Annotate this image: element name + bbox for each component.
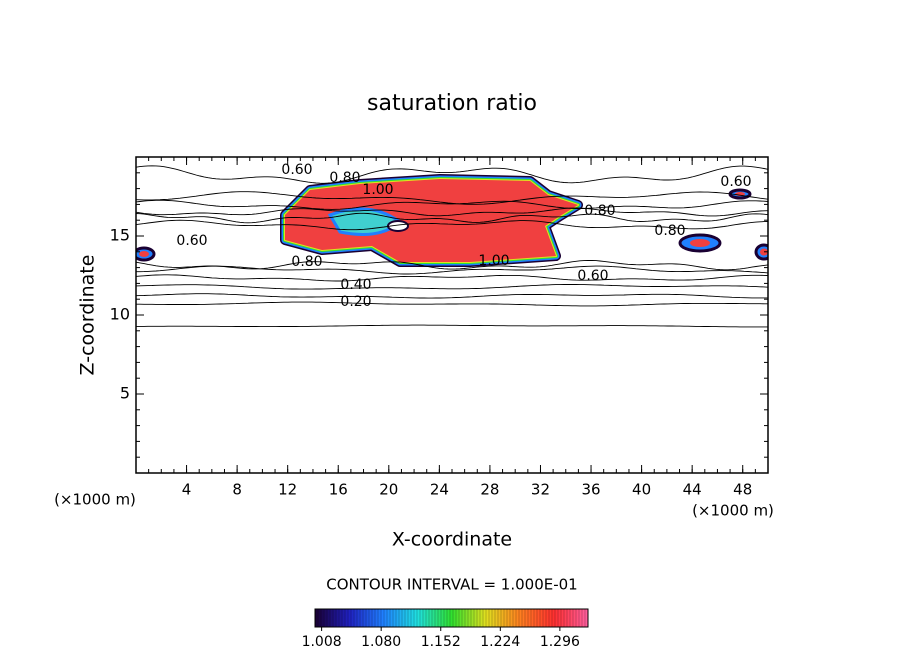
- contour-interval: CONTOUR INTERVAL = 1.000E-01: [326, 576, 577, 594]
- contour-line: [136, 259, 768, 271]
- contour-line: [136, 274, 768, 282]
- colorbar-tick-label: 1.296: [540, 634, 580, 650]
- contour-line: [136, 165, 768, 184]
- contour-line: [136, 212, 768, 224]
- x-tick-label: 16: [329, 481, 348, 499]
- colorbar-tick-label: 1.152: [421, 634, 461, 650]
- contour-label: 0.80: [584, 203, 615, 219]
- contour-line: [136, 219, 768, 231]
- y-axis-title: Z-coordinate: [77, 255, 99, 376]
- colorbar-tick-label: 1.080: [361, 634, 401, 650]
- contour-line: [136, 191, 768, 205]
- contour-line: [136, 207, 768, 217]
- field-patch: [139, 251, 149, 257]
- colorbar-tick-label: 1.224: [480, 634, 520, 650]
- x-tick-label: 48: [733, 481, 752, 499]
- colorbar-tick-label: 1.008: [302, 634, 342, 650]
- chart-title: saturation ratio: [367, 91, 537, 116]
- contour-label: 0.60: [281, 162, 312, 178]
- x-tick-label: 44: [683, 481, 702, 499]
- x-tick-label: 4: [182, 481, 192, 499]
- x-tick-label: 32: [531, 481, 550, 499]
- contour-label: 1.00: [362, 182, 393, 198]
- field-patch: [690, 239, 710, 247]
- contour-line: [136, 199, 768, 210]
- contour-line: [136, 265, 768, 275]
- contour-label: 0.80: [329, 170, 360, 186]
- contour-label: 0.60: [176, 233, 207, 249]
- x-tick-label: 20: [379, 481, 398, 499]
- contour-line: [136, 284, 768, 290]
- y-tick-label: 15: [110, 226, 130, 245]
- colorbar: [314, 608, 589, 628]
- contour-line: [136, 301, 768, 307]
- x-unit-label: (×1000 m): [692, 502, 774, 520]
- contour-label: 0.80: [291, 254, 322, 270]
- contour-line: [136, 293, 768, 299]
- contour-label: 0.20: [340, 294, 371, 310]
- x-tick-label: 8: [232, 481, 242, 499]
- contour-label: 0.60: [720, 174, 751, 190]
- y-tick-label: 10: [110, 305, 130, 324]
- contour-label: 0.60: [577, 268, 608, 284]
- x-tick-label: 12: [278, 481, 297, 499]
- x-tick-label: 28: [480, 481, 499, 499]
- x-tick-label: 24: [430, 481, 449, 499]
- x-axis-title: X-coordinate: [392, 529, 512, 551]
- x-tick-label: 36: [581, 481, 600, 499]
- contour-label: 0.80: [654, 223, 685, 239]
- contour-label: 0.40: [340, 277, 371, 293]
- field-patch: [285, 179, 578, 262]
- y-tick-label: 5: [120, 384, 130, 403]
- contour-line: [136, 324, 768, 328]
- field: [136, 165, 768, 328]
- x-tick-label: 40: [632, 481, 651, 499]
- y-unit-label: (×1000 m): [54, 491, 136, 509]
- contour-label: 1.00: [478, 253, 509, 269]
